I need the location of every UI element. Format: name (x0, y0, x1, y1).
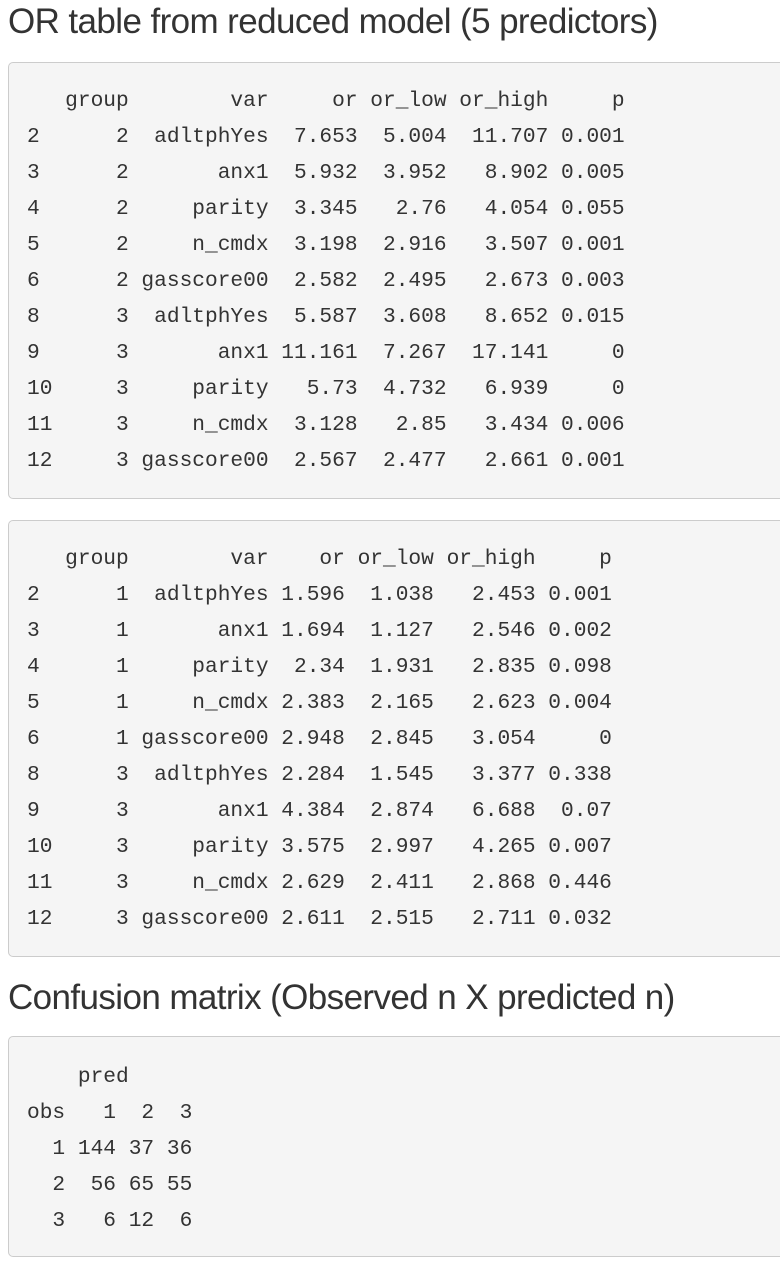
matrix-header: obs 1 2 3 (27, 1101, 193, 1125)
or-table-output-1: group var or or_low or_high p 2 2 adltphY… (8, 62, 780, 499)
table-row: 5 1 n_cmdx 2.383 2.165 2.623 0.004 (27, 691, 612, 715)
table-header: group var or or_low or_high p (27, 89, 625, 113)
or-table-2-text: group var or or_low or_high p 2 1 adltphY… (27, 541, 612, 937)
confusion-matrix-text: pred obs 1 2 3 1 144 37 36 2 56 65 55 3 6… (27, 1059, 192, 1239)
or-table-heading: OR table from reduced model (5 predictor… (8, 2, 658, 41)
table-row: 9 3 anx1 11.161 7.267 17.141 0 (27, 341, 625, 365)
table-row: 10 3 parity 3.575 2.997 4.265 0.007 (27, 835, 612, 859)
table-row: 9 3 anx1 4.384 2.874 6.688 0.07 (27, 799, 612, 823)
table-header: group var or or_low or_high p (27, 547, 612, 571)
table-row: 3 1 anx1 1.694 1.127 2.546 0.002 (27, 619, 612, 643)
table-row: 11 3 n_cmdx 3.128 2.85 3.434 0.006 (27, 413, 625, 437)
table-row: 8 3 adltphYes 5.587 3.608 8.652 0.015 (27, 305, 625, 329)
table-row: 5 2 n_cmdx 3.198 2.916 3.507 0.001 (27, 233, 625, 257)
table-row: 12 3 gasscore00 2.567 2.477 2.661 0.001 (27, 449, 625, 473)
matrix-row: 1 144 37 36 (27, 1137, 193, 1161)
matrix-header: pred (27, 1065, 129, 1089)
table-row: 10 3 parity 5.73 4.732 6.939 0 (27, 377, 625, 401)
table-row: 6 1 gasscore00 2.948 2.845 3.054 0 (27, 727, 612, 751)
table-row: 2 1 adltphYes 1.596 1.038 2.453 0.001 (27, 583, 612, 607)
table-row: 4 1 parity 2.34 1.931 2.835 0.098 (27, 655, 612, 679)
matrix-row: 2 56 65 55 (27, 1173, 193, 1197)
table-row: 6 2 gasscore00 2.582 2.495 2.673 0.003 (27, 269, 625, 293)
confusion-matrix-output: pred obs 1 2 3 1 144 37 36 2 56 65 55 3 6… (8, 1036, 780, 1257)
table-row: 3 2 anx1 5.932 3.952 8.902 0.005 (27, 161, 625, 185)
or-table-output-2: group var or or_low or_high p 2 1 adltphY… (8, 520, 780, 957)
table-row: 2 2 adltphYes 7.653 5.004 11.707 0.001 (27, 125, 625, 149)
table-row: 11 3 n_cmdx 2.629 2.411 2.868 0.446 (27, 871, 612, 895)
table-row: 8 3 adltphYes 2.284 1.545 3.377 0.338 (27, 763, 612, 787)
table-row: 4 2 parity 3.345 2.76 4.054 0.055 (27, 197, 625, 221)
matrix-row: 3 6 12 6 (27, 1209, 193, 1233)
or-table-1-text: group var or or_low or_high p 2 2 adltphY… (27, 83, 625, 479)
table-row: 12 3 gasscore00 2.611 2.515 2.711 0.032 (27, 907, 612, 931)
confusion-matrix-heading: Confusion matrix (Observed n X predicted… (8, 978, 675, 1017)
